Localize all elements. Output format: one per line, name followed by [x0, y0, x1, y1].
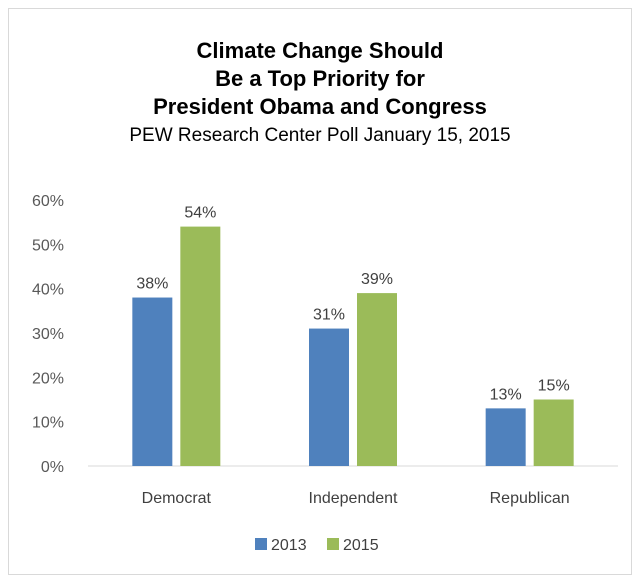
data-label: 13% [490, 386, 522, 403]
bar-2013-democrat [132, 297, 173, 466]
data-label: 38% [136, 276, 168, 293]
y-tick-label: 50% [32, 237, 64, 254]
y-tick-label: 0% [41, 459, 64, 476]
chart-title-block: Climate Change Should Be a Top Priority … [9, 37, 631, 149]
bar-2015-republican [533, 399, 574, 466]
legend-swatch-2013 [255, 538, 267, 550]
y-tick-label: 40% [32, 282, 64, 299]
bar-2013-republican [485, 408, 526, 466]
x-category-label: Democrat [142, 490, 212, 507]
bar-2013-independent [309, 328, 349, 466]
data-label: 39% [361, 271, 393, 288]
y-tick-label: 10% [32, 415, 64, 432]
y-tick-label: 20% [32, 370, 64, 387]
y-tick-label: 30% [32, 326, 64, 343]
chart-title-line-3: President Obama and Congress [153, 94, 487, 119]
bar-2015-independent [357, 293, 397, 466]
chart-title-line-2: Be a Top Priority for [215, 66, 425, 91]
chart-frame: Climate Change Should Be a Top Priority … [8, 8, 632, 575]
bar-2015-democrat [180, 226, 221, 466]
legend-label: 2015 [343, 537, 379, 554]
chart-subtitle: PEW Research Center Poll January 15, 201… [129, 125, 511, 146]
data-label: 31% [313, 307, 345, 324]
chart-title-line-1: Climate Change Should [196, 38, 444, 63]
data-label: 54% [184, 205, 216, 222]
x-category-label: Republican [490, 490, 570, 507]
legend-label: 2013 [271, 537, 307, 554]
legend-swatch-2015 [327, 538, 339, 550]
x-category-label: Independent [309, 490, 399, 507]
y-tick-label: 60% [32, 193, 64, 210]
data-label: 15% [538, 378, 570, 395]
